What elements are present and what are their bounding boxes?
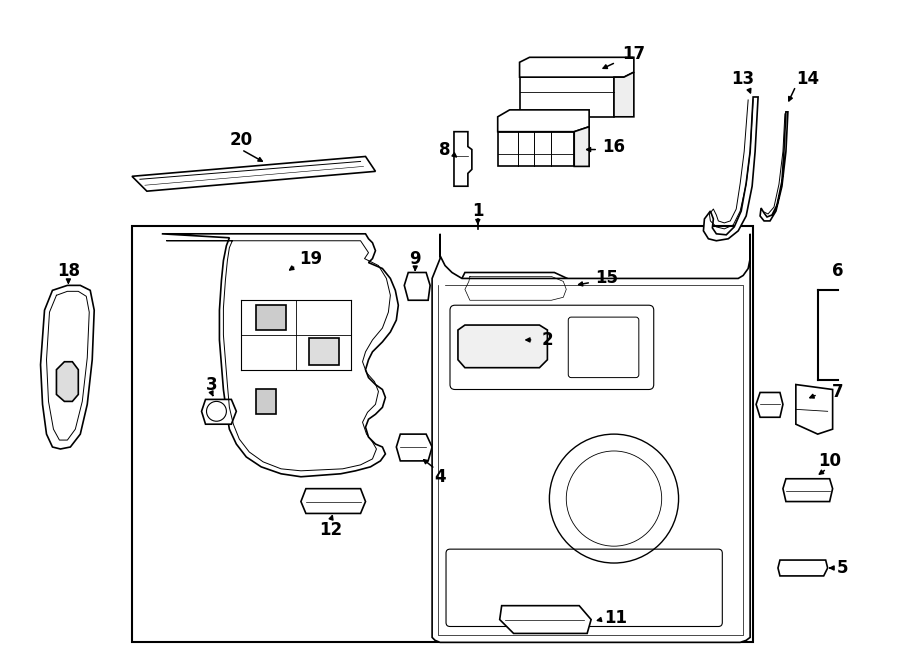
Text: 17: 17 (622, 46, 645, 63)
Polygon shape (162, 234, 399, 477)
Polygon shape (500, 605, 591, 633)
Text: 5: 5 (837, 559, 849, 577)
Text: 15: 15 (596, 270, 618, 288)
Text: 6: 6 (832, 262, 843, 280)
Polygon shape (396, 434, 432, 461)
Polygon shape (458, 272, 572, 303)
Polygon shape (704, 97, 758, 241)
Polygon shape (498, 132, 574, 167)
Polygon shape (309, 338, 338, 365)
Text: 10: 10 (818, 452, 842, 470)
Text: 1: 1 (472, 202, 483, 220)
Polygon shape (256, 305, 286, 330)
Polygon shape (574, 127, 590, 167)
Text: 12: 12 (320, 522, 342, 539)
Text: 7: 7 (832, 383, 843, 401)
Polygon shape (760, 112, 788, 221)
Polygon shape (301, 488, 365, 514)
Polygon shape (778, 560, 828, 576)
Text: 3: 3 (206, 375, 217, 393)
Polygon shape (202, 399, 237, 424)
Polygon shape (404, 272, 430, 300)
Text: 8: 8 (439, 141, 451, 159)
Polygon shape (614, 72, 634, 117)
Polygon shape (498, 110, 590, 132)
Text: 20: 20 (230, 131, 253, 149)
Polygon shape (756, 393, 783, 417)
Text: 18: 18 (57, 262, 80, 280)
Text: 4: 4 (434, 468, 446, 486)
Polygon shape (57, 362, 78, 401)
Polygon shape (519, 58, 634, 77)
Polygon shape (256, 389, 276, 414)
Polygon shape (432, 234, 750, 642)
Polygon shape (783, 479, 832, 502)
Polygon shape (454, 132, 472, 186)
Text: 19: 19 (300, 250, 322, 268)
Polygon shape (132, 157, 375, 191)
Polygon shape (458, 325, 547, 368)
Bar (132, 226, 753, 642)
Text: 14: 14 (796, 70, 819, 88)
Text: 9: 9 (410, 250, 421, 268)
Polygon shape (519, 77, 614, 117)
Polygon shape (796, 385, 832, 434)
Text: 13: 13 (732, 70, 755, 88)
Polygon shape (40, 286, 94, 449)
Text: 2: 2 (542, 331, 554, 349)
Text: 16: 16 (602, 137, 626, 155)
Text: 11: 11 (605, 609, 627, 627)
